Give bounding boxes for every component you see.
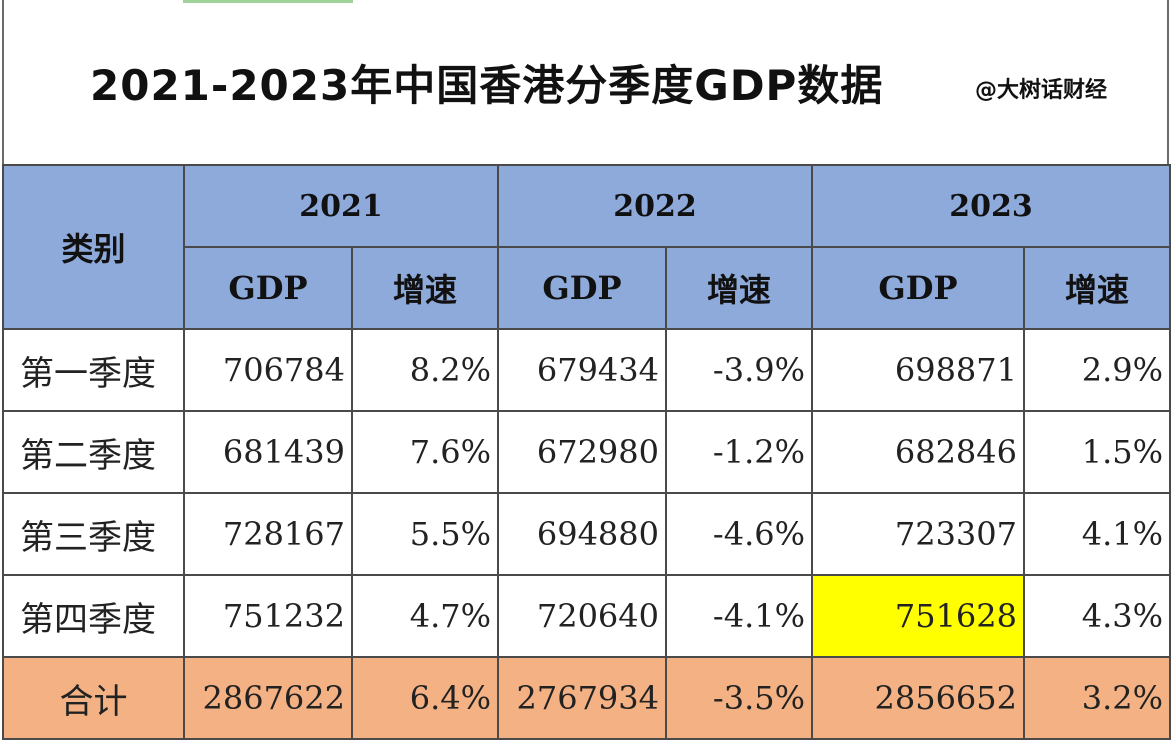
- gdp-header: GDP: [497, 246, 667, 330]
- growth-header: 增速: [665, 246, 813, 330]
- growth-cell: 4.1%: [1023, 492, 1171, 576]
- growth-cell: 5.5%: [351, 492, 499, 576]
- total-gdp-cell: 2856652: [811, 656, 1025, 740]
- growth-cell: -4.1%: [665, 574, 813, 658]
- watermark: @大树话财经: [975, 78, 1108, 103]
- gdp-header: GDP: [183, 246, 353, 330]
- year-header-2022: 2022: [497, 164, 813, 248]
- gdp-cell: 728167: [183, 492, 353, 576]
- category-header: 类别: [2, 164, 185, 330]
- total-growth-cell: 6.4%: [351, 656, 499, 740]
- year-header-2021: 2021: [183, 164, 499, 248]
- total-growth-cell: -3.5%: [665, 656, 813, 740]
- table-row: 第四季度 751232 4.7% 720640 -4.1% 751628 4.3…: [2, 574, 1171, 658]
- year-header-2023: 2023: [811, 164, 1171, 248]
- growth-cell: 8.2%: [351, 328, 499, 412]
- total-gdp-cell: 2867622: [183, 656, 353, 740]
- top-accent-bar: [183, 0, 353, 3]
- growth-cell: -3.9%: [665, 328, 813, 412]
- gdp-cell: 698871: [811, 328, 1025, 412]
- row-label: 第一季度: [2, 328, 185, 412]
- page-title: 2021-2023年中国香港分季度GDP数据: [90, 61, 884, 110]
- row-label: 第二季度: [2, 410, 185, 494]
- row-label: 第三季度: [2, 492, 185, 576]
- gdp-table: 类别 2021 2022 2023 GDP 增速 GDP 增速 GDP 增速 第…: [2, 164, 1171, 740]
- gdp-cell: 679434: [497, 328, 667, 412]
- gdp-cell: 720640: [497, 574, 667, 658]
- total-growth-cell: 3.2%: [1023, 656, 1171, 740]
- gdp-cell: 706784: [183, 328, 353, 412]
- gdp-cell: 672980: [497, 410, 667, 494]
- growth-header: 增速: [351, 246, 499, 330]
- growth-cell: 7.6%: [351, 410, 499, 494]
- growth-cell: 2.9%: [1023, 328, 1171, 412]
- growth-cell: 4.3%: [1023, 574, 1171, 658]
- highlighted-gdp-cell: 751628: [811, 574, 1025, 658]
- row-label: 第四季度: [2, 574, 185, 658]
- growth-cell: -4.6%: [665, 492, 813, 576]
- table-row: 第二季度 681439 7.6% 672980 -1.2% 682846 1.5…: [2, 410, 1171, 494]
- growth-header: 增速: [1023, 246, 1171, 330]
- gdp-cell: 751232: [183, 574, 353, 658]
- table-row: 第三季度 728167 5.5% 694880 -4.6% 723307 4.1…: [2, 492, 1171, 576]
- table-row: 第一季度 706784 8.2% 679434 -3.9% 698871 2.9…: [2, 328, 1171, 412]
- growth-cell: -1.2%: [665, 410, 813, 494]
- growth-cell: 4.7%: [351, 574, 499, 658]
- growth-cell: 1.5%: [1023, 410, 1171, 494]
- gdp-cell: 681439: [183, 410, 353, 494]
- total-gdp-cell: 2767934: [497, 656, 667, 740]
- gdp-cell: 694880: [497, 492, 667, 576]
- total-row: 合计 2867622 6.4% 2767934 -3.5% 2856652 3.…: [2, 656, 1171, 740]
- gdp-cell: 682846: [811, 410, 1025, 494]
- gdp-cell: 723307: [811, 492, 1025, 576]
- total-label: 合计: [2, 656, 185, 740]
- gdp-header: GDP: [811, 246, 1025, 330]
